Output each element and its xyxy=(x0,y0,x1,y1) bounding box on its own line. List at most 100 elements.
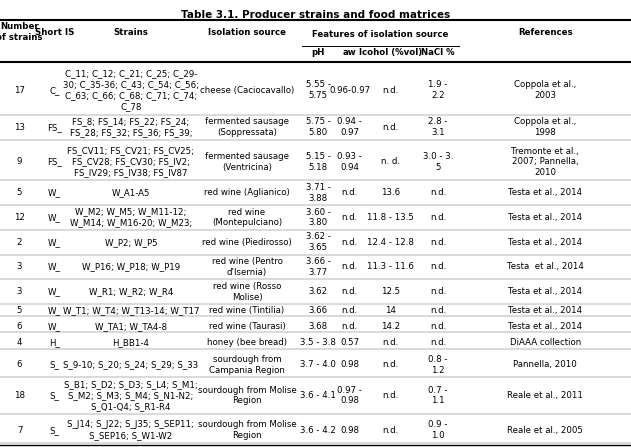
Text: n.d.: n.d. xyxy=(382,123,399,132)
Text: 3.62 -
3.65: 3.62 - 3.65 xyxy=(305,232,331,252)
Text: 18: 18 xyxy=(14,391,25,400)
Text: red wine (Aglianico): red wine (Aglianico) xyxy=(204,188,290,197)
Text: pH: pH xyxy=(311,48,325,57)
Text: 5: 5 xyxy=(17,188,22,197)
Text: NaCl %: NaCl % xyxy=(421,48,455,57)
Text: honey (bee bread): honey (bee bread) xyxy=(207,338,287,347)
Text: n.d.: n.d. xyxy=(341,213,358,222)
Text: 11.3 - 11.6: 11.3 - 11.6 xyxy=(367,262,414,271)
Text: 0.93 -
0.94: 0.93 - 0.94 xyxy=(337,152,362,172)
Text: 3.62: 3.62 xyxy=(309,287,327,296)
Text: W_: W_ xyxy=(48,213,61,222)
Text: 0.98: 0.98 xyxy=(340,426,359,434)
Text: 1.9 -
2.2: 1.9 - 2.2 xyxy=(428,80,447,100)
Text: References: References xyxy=(518,28,572,37)
Text: Testa et al., 2014: Testa et al., 2014 xyxy=(508,188,582,197)
Text: n.d.: n.d. xyxy=(382,86,399,95)
Text: n. d.: n. d. xyxy=(381,157,400,166)
Text: Testa et al., 2014: Testa et al., 2014 xyxy=(508,306,582,315)
Text: 3.66: 3.66 xyxy=(309,306,327,315)
Text: 3.6 - 4.1: 3.6 - 4.1 xyxy=(300,391,336,400)
Text: Short IS: Short IS xyxy=(35,28,74,37)
Text: 0.94 -
0.97: 0.94 - 0.97 xyxy=(337,118,362,137)
Text: fermented sausage
(Soppressata): fermented sausage (Soppressata) xyxy=(205,118,289,137)
Text: C_11; C_12; C_21; C_25; C_29-
30; C_35-36; C_43; C_54; C_56;
C_63; C_66; C_68; C: C_11; C_12; C_21; C_25; C_29- 30; C_35-3… xyxy=(63,69,199,111)
Text: S_J14; S_J22; S_J35; S_SEP11;
S_SEP16; S_W1-W2: S_J14; S_J22; S_J35; S_SEP11; S_SEP16; S… xyxy=(68,420,194,440)
Text: 3.0 - 3.
5: 3.0 - 3. 5 xyxy=(423,152,453,172)
Text: Reale et al., 2005: Reale et al., 2005 xyxy=(507,426,583,434)
Text: W_T1; W_T4; W_T13-14; W_T17: W_T1; W_T4; W_T13-14; W_T17 xyxy=(62,306,199,315)
Text: 7: 7 xyxy=(17,426,22,434)
Text: Features of isolation source: Features of isolation source xyxy=(312,30,449,39)
Text: n.d.: n.d. xyxy=(341,262,358,271)
Text: 2.8 -
3.1: 2.8 - 3.1 xyxy=(428,118,447,137)
Text: S_B1; S_D2; S_D3; S_L4; S_M1;
S_M2; S_M3; S_M4; S_N1-N2;
S_Q1-Q4; S_R1-R4: S_B1; S_D2; S_D3; S_L4; S_M1; S_M2; S_M3… xyxy=(64,380,198,411)
Text: Coppola et al.,
2003: Coppola et al., 2003 xyxy=(514,80,576,100)
Text: 17: 17 xyxy=(14,86,25,95)
Text: n.d.: n.d. xyxy=(341,238,358,247)
Text: n.d.: n.d. xyxy=(430,306,446,315)
Text: 12.5: 12.5 xyxy=(381,287,400,296)
Text: 0.57: 0.57 xyxy=(340,338,359,347)
Text: W_P16; W_P18; W_P19: W_P16; W_P18; W_P19 xyxy=(82,262,180,271)
Text: n.d.: n.d. xyxy=(382,360,399,369)
Text: Strains: Strains xyxy=(114,28,148,37)
Text: W_: W_ xyxy=(48,322,61,331)
Text: DiAAA collection: DiAAA collection xyxy=(510,338,581,347)
Text: C_: C_ xyxy=(49,86,59,95)
Text: 3.7 - 4.0: 3.7 - 4.0 xyxy=(300,360,336,369)
Text: H_BB1-4: H_BB1-4 xyxy=(112,338,150,347)
Text: 3: 3 xyxy=(17,287,22,296)
Text: cheese (Caciocavallo): cheese (Caciocavallo) xyxy=(200,86,294,95)
Text: 0.8 -
1.2: 0.8 - 1.2 xyxy=(428,355,447,375)
Text: W_R1; W_R2; W_R4: W_R1; W_R2; W_R4 xyxy=(89,287,173,296)
Text: Reale et al., 2011: Reale et al., 2011 xyxy=(507,391,583,400)
Text: 5: 5 xyxy=(17,306,22,315)
Text: 5.15 -
5.18: 5.15 - 5.18 xyxy=(305,152,331,172)
Text: 14: 14 xyxy=(385,306,396,315)
Text: Testa  et al., 2014: Testa et al., 2014 xyxy=(507,262,584,271)
Text: FS_CV11; FS_CV21; FS_CV25;
FS_CV28; FS_CV30; FS_IV2;
FS_IV29; FS_IV38; FS_IV87: FS_CV11; FS_CV21; FS_CV25; FS_CV28; FS_C… xyxy=(68,147,194,177)
Text: n.d.: n.d. xyxy=(430,287,446,296)
Text: 14.2: 14.2 xyxy=(381,322,400,331)
Text: 3.60 -
3.80: 3.60 - 3.80 xyxy=(305,207,331,228)
Text: Testa et al., 2014: Testa et al., 2014 xyxy=(508,213,582,222)
Text: W_A1-A5: W_A1-A5 xyxy=(112,188,150,197)
Text: n.d.: n.d. xyxy=(341,306,358,315)
Text: lcohol (%vol): lcohol (%vol) xyxy=(359,48,422,57)
Text: Coppola et al.,
1998: Coppola et al., 1998 xyxy=(514,118,576,137)
Text: W_M2; W_M5; W_M11-12;
W_M14; W_M16-20; W_M23;: W_M2; W_M5; W_M11-12; W_M14; W_M16-20; W… xyxy=(70,207,192,228)
Text: 9: 9 xyxy=(17,157,22,166)
Text: fermented sausage
(Ventricina): fermented sausage (Ventricina) xyxy=(205,152,289,172)
Text: n.d.: n.d. xyxy=(430,213,446,222)
Text: Table 3.1. Producer strains and food matrices: Table 3.1. Producer strains and food mat… xyxy=(181,10,450,20)
Text: n.d.: n.d. xyxy=(430,262,446,271)
Text: 6: 6 xyxy=(17,360,22,369)
Text: 3.71 -
3.88: 3.71 - 3.88 xyxy=(305,183,331,202)
Text: 3.66 -
3.77: 3.66 - 3.77 xyxy=(305,257,331,277)
Text: sourdough from Molise
Region: sourdough from Molise Region xyxy=(198,420,297,440)
Text: red wine (Piedirosso): red wine (Piedirosso) xyxy=(202,238,292,247)
Text: Testa et al., 2014: Testa et al., 2014 xyxy=(508,238,582,247)
Text: H_: H_ xyxy=(49,338,60,347)
Text: 0.98: 0.98 xyxy=(340,360,359,369)
Text: FS_: FS_ xyxy=(47,123,62,132)
Text: 3.5 - 3.8: 3.5 - 3.8 xyxy=(300,338,336,347)
Text: W_: W_ xyxy=(48,287,61,296)
Text: 0.96-0.97: 0.96-0.97 xyxy=(329,86,370,95)
Text: 4: 4 xyxy=(17,338,22,347)
Text: Pannella, 2010: Pannella, 2010 xyxy=(513,360,577,369)
Text: 0.97 -
0.98: 0.97 - 0.98 xyxy=(337,386,362,405)
Text: W_: W_ xyxy=(48,306,61,315)
Text: 0.9 -
1.0: 0.9 - 1.0 xyxy=(428,420,447,440)
Text: S_: S_ xyxy=(49,426,59,434)
Text: n.d.: n.d. xyxy=(382,391,399,400)
Text: 3.68: 3.68 xyxy=(309,322,327,331)
Text: FS_: FS_ xyxy=(47,157,62,166)
Text: W_TA1; W_TA4-8: W_TA1; W_TA4-8 xyxy=(95,322,167,331)
Text: W_: W_ xyxy=(48,262,61,271)
Text: 13.6: 13.6 xyxy=(381,188,400,197)
Text: n.d.: n.d. xyxy=(382,338,399,347)
Text: 3: 3 xyxy=(17,262,22,271)
Text: S_9-10; S_20; S_24; S_29; S_33: S_9-10; S_20; S_24; S_29; S_33 xyxy=(63,360,199,369)
